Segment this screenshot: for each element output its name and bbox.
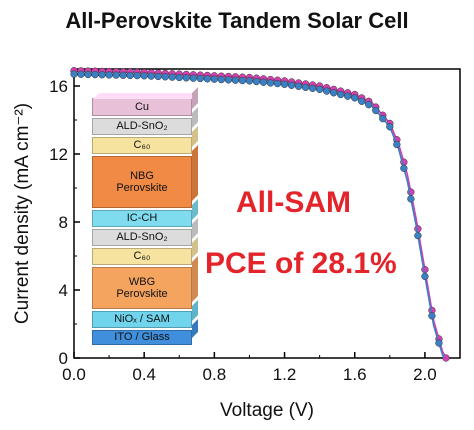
y-tick-label: 8 — [59, 213, 68, 232]
series-marker — [175, 73, 183, 82]
series-marker — [112, 71, 120, 79]
series-marker — [407, 195, 415, 203]
stack-layer-label: NiOₓ / SAM — [114, 313, 170, 326]
stack-layer-label: IC-CH — [126, 212, 158, 225]
series-marker — [344, 92, 352, 100]
stack-layer: IC-CH — [92, 199, 198, 227]
stack-layer-label: C₆₀ — [133, 250, 151, 263]
stack-layer: ALD-SnO₂ — [92, 218, 198, 246]
x-tick-label: 0.8 — [203, 365, 227, 384]
series-marker — [428, 312, 436, 320]
series-marker — [330, 89, 338, 97]
series-marker — [133, 71, 141, 80]
stack-layer: WBG Perovskite — [92, 256, 198, 309]
series-marker — [287, 81, 296, 89]
stack-layer-label: NBG Perovskite — [116, 169, 168, 194]
series-marker — [435, 339, 443, 347]
series-marker — [154, 72, 162, 81]
series-marker — [217, 75, 226, 84]
x-tick-label: 1.2 — [273, 365, 297, 384]
annotation-pce: PCE of 28.1% — [205, 247, 397, 280]
stack-layer-top-face — [93, 93, 199, 99]
stack-layer-side-face — [192, 145, 198, 201]
stack-layer-label: WBG Perovskite — [116, 275, 168, 300]
series-marker — [280, 80, 289, 88]
stack-layer: ITO / Glass — [92, 319, 198, 345]
series-marker — [315, 85, 324, 94]
series-marker — [372, 106, 380, 115]
stack-layer: NiOₓ / SAM — [92, 300, 198, 328]
series-marker — [259, 78, 268, 86]
series-marker — [365, 101, 373, 109]
series-marker — [161, 73, 169, 81]
series-marker — [84, 70, 92, 79]
axes: 0.0 0.4 0.8 1.2 1.6 2.0 0 4 8 12 16 Voltage (V) Curr… — [12, 68, 461, 421]
series-marker — [301, 83, 310, 92]
series-marker — [91, 70, 99, 79]
series-marker — [393, 140, 401, 149]
stack-layer-label: ITO / Glass — [114, 331, 170, 344]
stack-layer: ALD-SnO₂ — [92, 107, 198, 135]
x-tick-label: 0.4 — [132, 365, 156, 384]
series-marker — [414, 231, 422, 240]
chart-title: All-Perovskite Tandem Solar Cell — [65, 8, 409, 33]
stack-layer: Cu — [92, 87, 199, 116]
series-marker — [421, 272, 429, 281]
y-tick-label: 16 — [49, 77, 68, 96]
annotation-all-sam: All-SAM — [236, 186, 351, 219]
stack-layer-label: ALD-SnO₂ — [116, 120, 168, 133]
series-marker — [442, 354, 450, 362]
series-marker — [196, 74, 204, 83]
series-marker — [98, 71, 106, 79]
series-marker — [168, 73, 176, 81]
stack-layer: C₆₀ — [92, 126, 198, 154]
series-marker — [351, 94, 359, 102]
series-marker — [273, 79, 282, 88]
stack-layer-label: C₆₀ — [133, 139, 151, 152]
series-marker — [337, 90, 345, 99]
y-axis-label: Current density (mA cm⁻²) — [12, 103, 33, 324]
series-marker — [77, 70, 85, 78]
series-marker — [182, 74, 190, 82]
series-marker — [140, 72, 148, 80]
x-tick-label: 1.6 — [343, 365, 367, 384]
stack-layer-label: Cu — [134, 100, 150, 113]
series-marker — [245, 77, 254, 85]
series-marker — [400, 164, 408, 172]
series-marker — [266, 79, 275, 87]
series-marker — [308, 84, 317, 93]
series-marker — [126, 71, 134, 80]
stack-layer-label: ALD-SnO₂ — [116, 231, 168, 244]
series-marker — [238, 76, 247, 85]
series-marker — [119, 71, 127, 79]
x-axis-label: Voltage (V) — [220, 400, 314, 421]
series-marker — [147, 72, 155, 80]
y-tick-label: 12 — [49, 145, 68, 164]
series-marker — [358, 97, 366, 105]
y-tick-label: 0 — [59, 349, 68, 368]
series-marker — [252, 77, 261, 86]
series-marker — [294, 82, 303, 90]
plot-frame — [73, 68, 461, 359]
stack-layer: C₆₀ — [92, 237, 198, 265]
y-tick-label: 4 — [59, 281, 68, 300]
x-tick-label: 0.0 — [62, 365, 86, 384]
series-marker — [231, 76, 240, 84]
series-marker — [224, 76, 233, 84]
series-marker — [386, 123, 394, 131]
x-tick-label: 2.0 — [413, 365, 437, 384]
series-marker — [105, 71, 113, 79]
series-marker — [210, 75, 219, 83]
jv-curves — [70, 67, 450, 362]
stack-layer: NBG Perovskite — [92, 145, 198, 208]
series-marker — [189, 74, 197, 82]
series-marker — [323, 87, 331, 95]
series-marker — [379, 114, 387, 123]
series-marker — [70, 70, 78, 78]
stack-layer-side-face — [192, 256, 198, 302]
series-marker — [203, 75, 211, 83]
